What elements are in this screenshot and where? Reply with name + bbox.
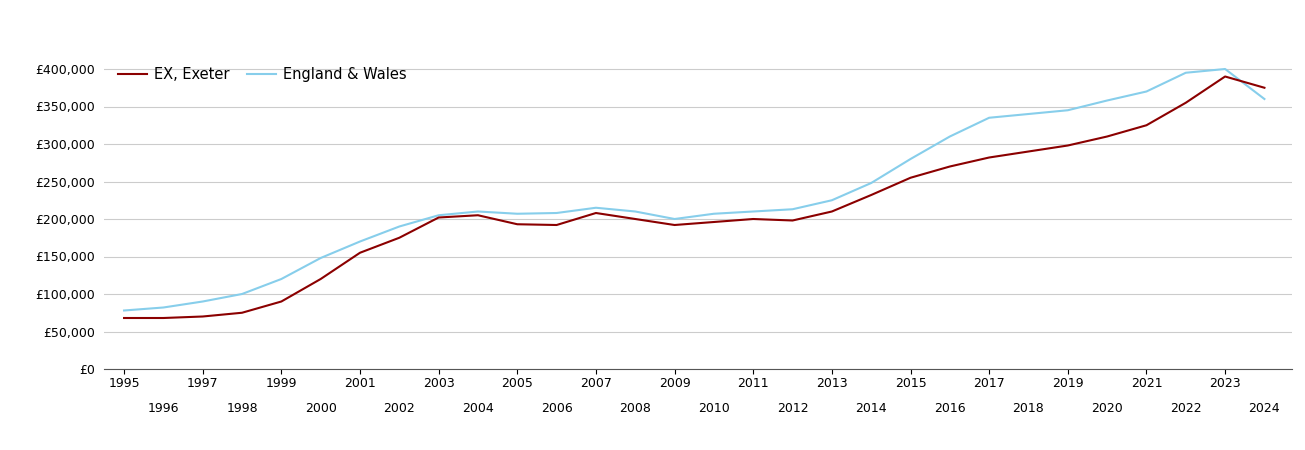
EX, Exeter xyxy=(194,314,210,319)
England & Wales xyxy=(903,156,919,162)
EX, Exeter xyxy=(1139,122,1155,128)
EX, Exeter xyxy=(116,315,132,321)
EX, Exeter xyxy=(903,175,919,180)
England & Wales xyxy=(1178,70,1194,76)
EX, Exeter xyxy=(234,310,249,315)
EX, Exeter xyxy=(864,192,880,198)
England & Wales xyxy=(1021,111,1036,117)
EX, Exeter xyxy=(589,210,604,216)
EX, Exeter xyxy=(981,155,997,160)
Line: England & Wales: England & Wales xyxy=(124,69,1265,310)
EX, Exeter xyxy=(628,216,643,222)
England & Wales xyxy=(981,115,997,121)
England & Wales xyxy=(392,224,407,229)
EX, Exeter xyxy=(549,222,565,228)
England & Wales xyxy=(234,291,249,297)
England & Wales xyxy=(1257,96,1272,102)
England & Wales xyxy=(628,209,643,214)
EX, Exeter xyxy=(706,219,722,225)
England & Wales xyxy=(194,299,210,304)
EX, Exeter xyxy=(470,212,485,218)
England & Wales xyxy=(706,211,722,216)
EX, Exeter xyxy=(823,209,839,214)
EX, Exeter xyxy=(155,315,171,321)
England & Wales xyxy=(155,305,171,310)
EX, Exeter xyxy=(509,221,525,227)
England & Wales xyxy=(1218,66,1233,72)
England & Wales xyxy=(1139,89,1155,94)
England & Wales xyxy=(274,276,290,282)
England & Wales xyxy=(352,239,368,244)
EX, Exeter xyxy=(942,164,958,169)
EX, Exeter xyxy=(1257,85,1272,90)
EX, Exeter xyxy=(667,222,683,228)
England & Wales xyxy=(116,308,132,313)
England & Wales xyxy=(784,207,800,212)
England & Wales xyxy=(589,205,604,211)
England & Wales xyxy=(1099,98,1114,103)
EX, Exeter xyxy=(745,216,761,222)
England & Wales xyxy=(745,209,761,214)
England & Wales xyxy=(431,212,446,218)
EX, Exeter xyxy=(352,250,368,256)
Line: EX, Exeter: EX, Exeter xyxy=(124,76,1265,318)
EX, Exeter xyxy=(1099,134,1114,139)
England & Wales xyxy=(509,211,525,216)
Legend: EX, Exeter, England & Wales: EX, Exeter, England & Wales xyxy=(112,61,412,88)
EX, Exeter xyxy=(274,299,290,304)
EX, Exeter xyxy=(313,276,329,282)
EX, Exeter xyxy=(1218,74,1233,79)
EX, Exeter xyxy=(1021,149,1036,154)
EX, Exeter xyxy=(784,218,800,223)
EX, Exeter xyxy=(1060,143,1075,148)
England & Wales xyxy=(823,198,839,203)
EX, Exeter xyxy=(431,215,446,220)
England & Wales xyxy=(1060,108,1075,113)
EX, Exeter xyxy=(392,235,407,240)
England & Wales xyxy=(864,180,880,186)
England & Wales xyxy=(549,210,565,216)
England & Wales xyxy=(313,255,329,261)
EX, Exeter xyxy=(1178,100,1194,105)
England & Wales xyxy=(942,134,958,139)
England & Wales xyxy=(667,216,683,222)
England & Wales xyxy=(470,209,485,214)
